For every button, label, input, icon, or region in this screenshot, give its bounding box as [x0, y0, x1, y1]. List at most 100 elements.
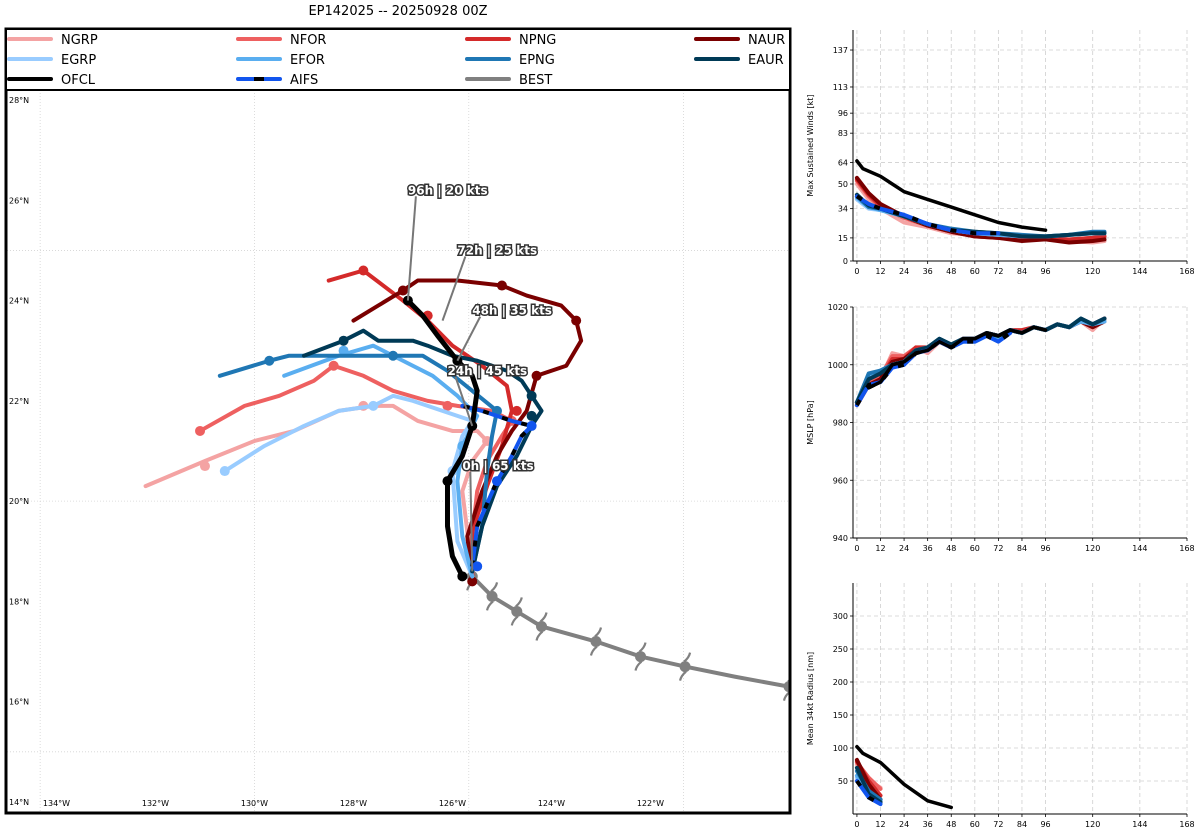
hurricane-symbol-arm [589, 645, 598, 656]
track-marker-ngrp [199, 461, 210, 472]
track-marker-epng [388, 350, 399, 361]
map-lat-tick-label: 14°N [9, 798, 29, 807]
panel-line-ofcl-dash [867, 325, 1046, 390]
hurricane-symbol [634, 642, 647, 671]
panel-x-tick-label: 168 [1179, 820, 1194, 829]
legend-label: EFOR [290, 53, 325, 68]
panel-series [854, 159, 1107, 245]
annotation-label: 0h | 65 kts [462, 459, 533, 473]
track-marker-eaur [338, 335, 349, 346]
hurricane-symbol-center [536, 620, 548, 632]
panel-x-tick-label: 120 [1085, 267, 1100, 276]
legend-item-best: BEST [465, 73, 552, 88]
wind-intensity-panel: 0 12 24 36 48 60 72 84 96 120 144 168 0 15 34 50 64 83 96 1… [806, 30, 1195, 276]
legend-label: NFOR [290, 33, 326, 48]
panel-x-tick-label: 72 [993, 820, 1003, 829]
forecast-annotation: 72h | 25 kts [441, 242, 539, 321]
track-eaur [301, 328, 544, 574]
legend-item-egrp: EGRP [7, 53, 96, 68]
panel-x-tick-label: 72 [993, 267, 1003, 276]
hurricane-symbol-arm [539, 612, 548, 623]
track-marker-ofcl [457, 571, 468, 582]
hurricane-symbol-arm [683, 652, 692, 663]
track-marker-ofcl [442, 476, 453, 487]
panel-x-tick-label: 36 [923, 267, 933, 276]
map-lon-tick-label: 126°W [439, 799, 466, 808]
panel-x-tick-label: 60 [970, 267, 980, 276]
legend-item-nfor: NFOR [236, 33, 326, 48]
track-line-ngrp [143, 403, 490, 579]
legend-item-efor: EFOR [236, 53, 325, 68]
track-marker-aifs [491, 476, 502, 487]
panel-x-tick-label: 0 [854, 544, 859, 553]
annotation-label: 72h | 25 kts [457, 243, 537, 257]
legend-item-ofcl: OFCL [7, 73, 96, 88]
panel-y-tick-label: 50 [838, 180, 848, 189]
track-marker-efor [338, 345, 349, 356]
panel-y-tick-label: 50 [838, 777, 848, 786]
panel-x-tick-label: 120 [1085, 820, 1100, 829]
track-marker-epng [264, 355, 275, 366]
panel-line-ofcl [855, 159, 1048, 232]
panel-y-tick-label: 15 [838, 234, 848, 243]
panel-x-tick-label: 144 [1132, 267, 1147, 276]
panel-x-tick-label: 60 [970, 820, 980, 829]
panel-x-tick-label: 12 [875, 267, 885, 276]
panel-x-tick-label: 84 [1017, 544, 1027, 553]
hurricane-symbol-arm [490, 582, 499, 593]
panel-x-tick-label: 24 [899, 820, 909, 829]
track-map-panel: 134°W 132°W 130°W 128°W 126°W 124°W 122°W 14°N 1… [4, 27, 792, 815]
map-tracks [143, 265, 789, 701]
hurricane-symbol-arm [638, 642, 647, 653]
hurricane-symbol-center [635, 651, 647, 663]
panel-x-tick-label: 144 [1132, 820, 1147, 829]
map-lon-tick-label: 122°W [637, 799, 664, 808]
legend-item-naur: NAUR [694, 33, 785, 48]
track-marker-nfor [328, 360, 339, 371]
track-marker-naur [467, 576, 478, 587]
legend-label: EPNG [519, 53, 555, 68]
hurricane-symbol-center [679, 661, 691, 673]
hurricane-symbol-center [511, 605, 523, 617]
hurricane-symbol-arm [634, 660, 643, 671]
chart-title: EP142025 -- 20250928 00Z [308, 4, 488, 19]
track-marker-aifs [526, 420, 537, 431]
legend-box [5, 28, 791, 91]
panel-y-tick-label: 113 [833, 83, 848, 92]
track-marker-naur [496, 280, 507, 291]
legend-label: OFCL [61, 73, 96, 88]
legend-item-epng: EPNG [465, 53, 555, 68]
panel-x-tick-label: 120 [1085, 544, 1100, 553]
hurricane-symbol [678, 652, 692, 681]
annotation-label: 96h | 20 kts [408, 183, 488, 197]
annotation-leader-line [406, 196, 417, 301]
panel-line-naur [854, 319, 1107, 405]
panel-x-tick-label: 36 [923, 544, 933, 553]
legend-label: EAUR [748, 53, 784, 68]
panel-x-tick-label: 60 [970, 544, 980, 553]
hurricane-symbol-arm [515, 597, 523, 608]
hurricane-symbol-arm [782, 691, 789, 701]
panel-x-tick-label: 96 [1040, 544, 1050, 553]
panel-x-tick-label: 48 [946, 267, 956, 276]
map-lat-tick-label: 26°N [9, 196, 29, 205]
annotation-leader-line [469, 472, 474, 572]
panel-x-tick-label: 36 [923, 820, 933, 829]
track-line-epng [217, 353, 499, 574]
panel-y-tick-label: 34 [838, 205, 848, 214]
map-lat-tick-label: 20°N [9, 497, 29, 506]
panel-y-tick-label: 83 [838, 129, 848, 138]
panel-y-tick-label: 1000 [828, 361, 848, 370]
panel-y-tick-label: 0 [843, 257, 848, 266]
legend-label: BEST [519, 73, 552, 88]
legend-label: EGRP [61, 53, 96, 68]
panel-y-tick-label: 980 [833, 419, 848, 428]
panel-x-tick-label: 96 [1040, 820, 1050, 829]
track-line-eaur [301, 328, 544, 574]
legend-item-ngrp: NGRP [7, 33, 98, 48]
track-line-ofcl [405, 298, 480, 579]
panel-y-axis-label: Max Sustained Winds [kt] [806, 94, 815, 196]
track-marker-naur [397, 285, 408, 296]
map-lat-tick-label: 28°N [9, 96, 29, 105]
